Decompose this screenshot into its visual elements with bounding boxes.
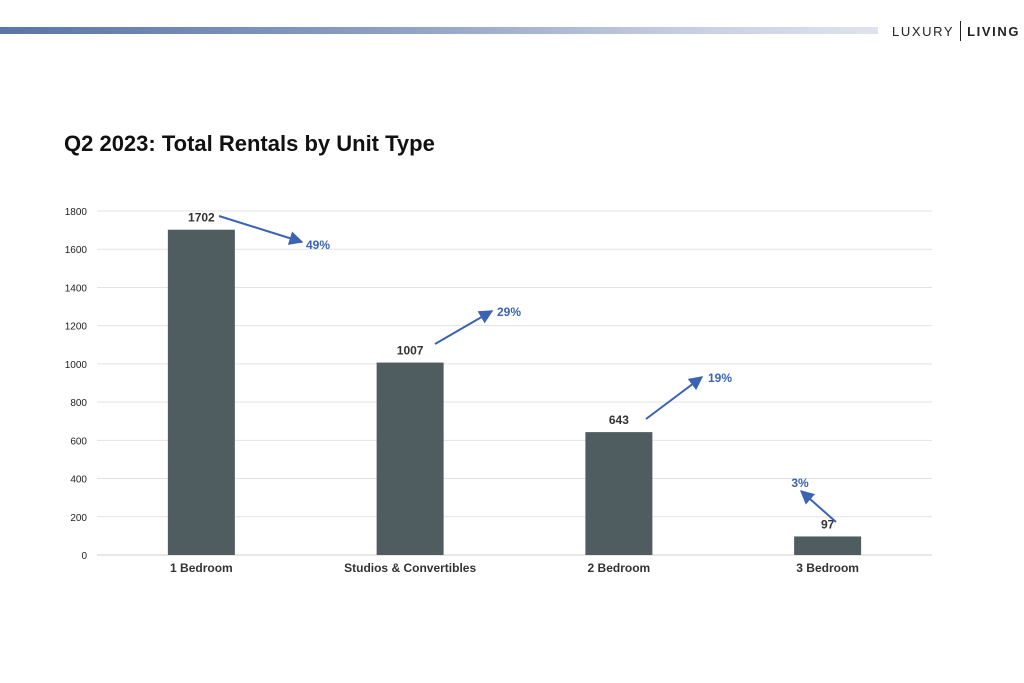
brand-divider <box>960 21 962 41</box>
brand-luxury: LUXURY <box>892 23 955 39</box>
y-tick-label: 1800 <box>65 207 88 218</box>
y-tick-label: 1000 <box>65 360 88 371</box>
bar-value-label: 643 <box>609 413 629 427</box>
percentage-label: 19% <box>708 371 732 385</box>
bar-value-label: 97 <box>821 517 835 531</box>
bar-value-label: 1702 <box>188 211 215 225</box>
grid-lines <box>97 210 932 556</box>
chart-title: Q2 2023: Total Rentals by Unit Type <box>64 131 435 156</box>
brand-living: LIVING <box>967 23 1021 39</box>
bars <box>167 229 862 555</box>
header-gradient-bar <box>0 27 878 34</box>
y-tick-label: 200 <box>70 513 87 524</box>
x-tick-label: 2 Bedroom <box>588 561 651 575</box>
bar <box>794 536 862 555</box>
data-labels: 1702 1007 643 97 <box>188 211 835 532</box>
percentage-label: 49% <box>306 238 330 252</box>
percentage-label: 3% <box>791 476 809 490</box>
percentage-annotations: 49% 29% 19% 3% <box>218 215 837 523</box>
y-tick-label: 800 <box>70 398 87 409</box>
x-tick-label: 1 Bedroom <box>170 561 233 575</box>
x-tick-label: Studios & Convertibles <box>344 561 476 575</box>
bar <box>585 432 653 555</box>
annotation-arrow <box>645 376 704 420</box>
bar-value-label: 1007 <box>397 344 424 358</box>
y-tick-label: 0 <box>81 551 87 562</box>
y-tick-label: 600 <box>70 436 87 447</box>
annotation-arrow <box>218 215 304 245</box>
annotation-arrow <box>799 490 837 523</box>
y-tick-label: 1600 <box>65 245 88 256</box>
y-tick-label: 1400 <box>65 283 88 294</box>
y-tick-label: 400 <box>70 475 87 486</box>
x-axis-ticks: 1 Bedroom Studios & Convertibles 2 Bedroom… <box>170 561 859 575</box>
brand-logo: LUXURY LIVING <box>892 20 1020 42</box>
y-tick-label: 1200 <box>65 322 88 333</box>
y-axis-ticks: 0 200 400 600 800 1000 1200 1400 1600 1800 <box>65 207 88 562</box>
percentage-label: 29% <box>497 305 521 319</box>
annotation-arrow <box>434 310 494 345</box>
x-tick-label: 3 Bedroom <box>796 561 859 575</box>
bar <box>376 362 444 555</box>
bar <box>167 229 235 555</box>
